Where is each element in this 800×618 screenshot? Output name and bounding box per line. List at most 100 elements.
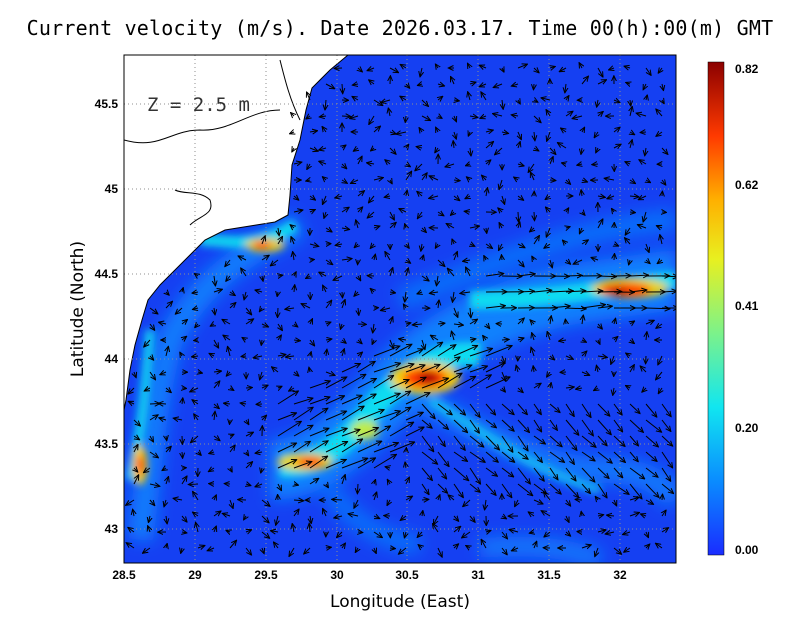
velocity-arrow <box>148 526 150 533</box>
velocity-arrow <box>245 462 252 469</box>
velocity-arrow <box>190 388 199 392</box>
velocity-arrow <box>646 332 647 341</box>
velocity-arrow <box>389 344 412 357</box>
velocity-arrow <box>645 451 657 461</box>
velocity-arrow <box>182 532 187 533</box>
velocity-arrow <box>422 511 423 516</box>
velocity-arrow <box>337 531 343 537</box>
y-tick-label: 44.5 <box>95 267 119 281</box>
velocity-arrow <box>517 403 527 414</box>
velocity-arrow <box>486 228 487 233</box>
velocity-arrow <box>193 512 198 516</box>
velocity-arrow <box>613 483 629 494</box>
velocity-arrow <box>165 302 172 309</box>
y-tick-label: 43 <box>105 522 119 536</box>
velocity-arrow <box>486 324 489 328</box>
velocity-arrow <box>400 96 407 100</box>
velocity-arrow <box>541 98 551 100</box>
velocity-arrow <box>307 164 310 169</box>
velocity-arrow <box>437 451 449 466</box>
velocity-arrow <box>173 498 183 500</box>
velocity-arrow <box>661 419 671 431</box>
velocity-arrow <box>271 531 279 532</box>
velocity-arrow <box>166 292 169 295</box>
velocity-arrow <box>294 272 296 276</box>
velocity-arrow <box>341 396 362 405</box>
velocity-arrow <box>623 532 631 534</box>
velocity-arrow <box>453 196 460 200</box>
velocity-arrow <box>485 306 505 308</box>
velocity-arrow <box>549 306 570 308</box>
chart-title: Current velocity (m/s). Date 2026.03.17.… <box>26 16 774 40</box>
velocity-arrow <box>417 192 422 196</box>
velocity-arrow <box>307 92 310 101</box>
velocity-arrow <box>389 223 396 229</box>
velocity-arrow <box>245 388 252 389</box>
velocity-arrow <box>421 451 437 464</box>
velocity-arrow <box>291 237 294 245</box>
velocity-arrow <box>341 208 349 213</box>
velocity-arrow <box>435 148 438 153</box>
velocity-arrow <box>418 545 422 548</box>
velocity-arrow <box>576 388 583 389</box>
velocity-arrow <box>385 160 390 164</box>
velocity-arrow <box>614 319 616 324</box>
velocity-arrow <box>226 531 230 533</box>
velocity-arrow <box>260 371 262 380</box>
velocity-arrow <box>629 290 647 292</box>
velocity-arrow <box>658 68 662 73</box>
velocity-arrow <box>486 188 488 197</box>
velocity-arrow <box>294 324 298 327</box>
velocity-arrow <box>597 467 609 478</box>
velocity-arrow <box>357 394 376 405</box>
velocity-arrow <box>326 547 331 548</box>
velocity-arrow <box>454 544 458 548</box>
velocity-arrow <box>342 543 345 548</box>
velocity-arrow <box>534 211 535 220</box>
velocity-arrow <box>499 223 502 228</box>
velocity-arrow <box>390 292 395 293</box>
velocity-arrow <box>453 346 477 357</box>
velocity-arrow <box>495 147 503 155</box>
velocity-arrow <box>293 252 294 261</box>
velocity-arrow <box>469 366 487 373</box>
velocity-arrow <box>502 255 503 260</box>
velocity-arrow <box>549 451 564 462</box>
velocity-arrow <box>421 467 432 480</box>
velocity-arrow <box>580 227 582 233</box>
velocity-arrow <box>277 460 296 469</box>
velocity-arrow <box>561 128 566 132</box>
velocity-arrow <box>530 532 534 533</box>
velocity-arrow <box>341 364 360 373</box>
velocity-arrow <box>581 512 582 516</box>
velocity-arrow <box>550 259 552 267</box>
velocity-arrow <box>358 68 362 72</box>
velocity-arrow <box>355 244 359 247</box>
velocity-arrow <box>358 307 359 315</box>
velocity-arrow <box>272 367 279 373</box>
velocity-arrow <box>517 467 530 484</box>
velocity-arrow <box>469 319 477 324</box>
velocity-arrow <box>595 547 598 556</box>
x-tick-label: 29 <box>188 568 202 582</box>
velocity-arrow <box>181 476 187 485</box>
velocity-arrow <box>325 396 344 405</box>
velocity-arrow <box>512 84 519 86</box>
velocity-arrow <box>357 191 364 197</box>
velocity-arrow <box>581 190 582 197</box>
velocity-arrow <box>225 259 231 266</box>
velocity-arrow <box>502 195 505 204</box>
velocity-arrow <box>453 141 454 149</box>
velocity-arrow <box>373 346 399 357</box>
velocity-arrow <box>133 510 134 517</box>
velocity-arrow <box>565 83 566 93</box>
velocity-arrow <box>517 291 534 292</box>
velocity-arrow <box>306 116 310 119</box>
velocity-arrow <box>452 331 455 341</box>
velocity-arrow <box>429 196 439 198</box>
velocity-arrow <box>646 243 649 252</box>
velocity-arrow <box>460 292 471 293</box>
velocity-arrow <box>304 547 311 554</box>
velocity-arrow <box>438 495 440 500</box>
velocity-arrow <box>453 403 465 415</box>
